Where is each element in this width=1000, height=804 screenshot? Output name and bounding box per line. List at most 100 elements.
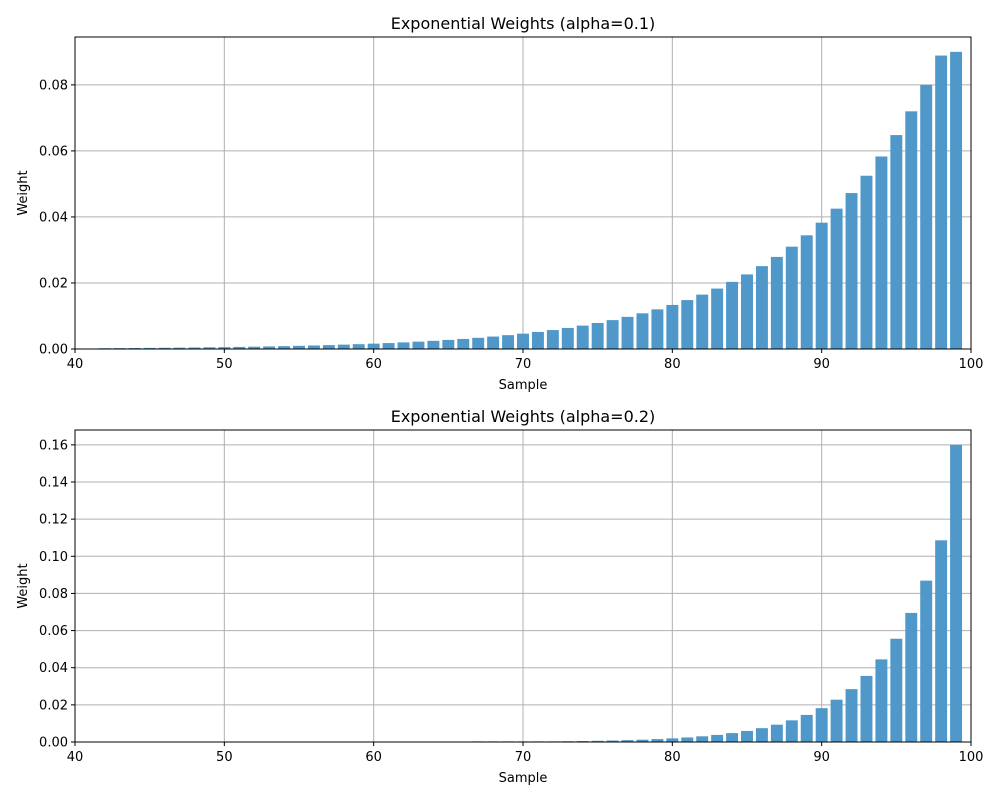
bar (696, 736, 709, 742)
y-tick-label: 0.06 (39, 144, 68, 159)
bar (457, 338, 470, 349)
bar (755, 728, 768, 742)
bar (815, 708, 828, 742)
bar (920, 84, 933, 349)
y-tick-label: 0.04 (39, 210, 68, 225)
bar (218, 347, 231, 349)
bar (770, 256, 783, 349)
bar (950, 51, 963, 349)
x-tick-label: 90 (813, 750, 830, 765)
bar (576, 325, 589, 349)
bar (755, 266, 768, 349)
x-tick-label: 70 (515, 357, 532, 372)
bar (651, 739, 664, 742)
y-tick-label: 0.00 (39, 736, 68, 751)
bar (352, 344, 365, 349)
bar (800, 235, 813, 349)
bar (367, 343, 380, 349)
bar (651, 309, 664, 349)
bar (860, 175, 873, 349)
x-tick-label: 80 (664, 750, 681, 765)
x-tick-label: 100 (959, 357, 984, 372)
bar (935, 540, 948, 742)
bar (666, 304, 679, 349)
bar (248, 346, 261, 349)
bar (800, 714, 813, 742)
x-tick-label: 50 (216, 750, 233, 765)
bar (322, 345, 335, 349)
chart-panel-1: 40 50 60 70 80 90 100 0.00 0.02 0.04 0.06 0.08 Expon… (16, 14, 983, 393)
x-tick-label: 60 (365, 750, 382, 765)
bar (442, 339, 455, 349)
y-axis-label: Weight (16, 563, 31, 608)
bar (890, 135, 903, 349)
chart-title: Exponential Weights (alpha=0.2) (391, 407, 656, 426)
bar (591, 740, 604, 742)
x-tick-label: 90 (813, 357, 830, 372)
bar (726, 281, 739, 349)
bar (278, 346, 291, 349)
bar (860, 675, 873, 742)
x-tick-label: 50 (216, 357, 233, 372)
y-tick-label: 0.08 (39, 587, 68, 602)
y-tick-label: 0.02 (39, 698, 68, 713)
bar (173, 347, 186, 349)
x-tick-label: 100 (959, 750, 984, 765)
bar (845, 689, 858, 742)
x-tick-label: 70 (515, 750, 532, 765)
bar (203, 347, 216, 349)
x-tick-label: 40 (67, 750, 84, 765)
bar (293, 345, 305, 349)
bar (487, 336, 500, 349)
bar (397, 342, 410, 349)
bar (561, 327, 574, 349)
bar (681, 737, 694, 742)
bar (188, 347, 201, 349)
bar (950, 444, 963, 742)
x-axis-label: Sample (499, 771, 548, 786)
bar (830, 208, 843, 349)
y-tick-label: 0.00 (39, 343, 68, 358)
bar (711, 288, 724, 349)
x-axis-label: Sample (499, 378, 548, 393)
bar (741, 730, 753, 742)
bar (666, 738, 679, 742)
bar (726, 733, 739, 742)
y-axis-label: Weight (16, 170, 31, 215)
bar (233, 346, 246, 349)
y-tick-label: 0.02 (39, 276, 68, 291)
bar (412, 341, 425, 349)
y-tick-label: 0.06 (39, 624, 68, 639)
y-tick-label: 0.10 (39, 550, 68, 565)
chart-panel-2: 40 50 60 70 80 90 100 0.00 0.02 0.04 0.06 0.08 0.10 0… (16, 407, 983, 786)
bar (606, 320, 619, 349)
y-tick-label: 0.12 (39, 513, 68, 528)
y-tick-label: 0.16 (39, 438, 68, 453)
bar (621, 316, 634, 349)
bar (711, 734, 724, 742)
bar (517, 333, 529, 349)
bar (875, 156, 888, 349)
bar (785, 246, 798, 349)
bar (830, 699, 843, 742)
bar (741, 274, 753, 349)
chart-title: Exponential Weights (alpha=0.1) (391, 14, 656, 33)
bar (337, 344, 350, 349)
x-tick-label: 40 (67, 357, 84, 372)
bar (920, 580, 933, 742)
bar (591, 322, 604, 349)
y-tick-label: 0.14 (39, 476, 68, 491)
bar (815, 222, 828, 349)
y-tick-label: 0.04 (39, 661, 68, 676)
bar (696, 294, 709, 349)
y-tick-label: 0.08 (39, 78, 68, 93)
bar (890, 638, 903, 742)
bar (382, 343, 395, 349)
bar (472, 337, 485, 349)
bar (502, 335, 515, 349)
bar (875, 659, 888, 742)
x-tick-label: 80 (664, 357, 681, 372)
x-tick-label: 60 (365, 357, 382, 372)
